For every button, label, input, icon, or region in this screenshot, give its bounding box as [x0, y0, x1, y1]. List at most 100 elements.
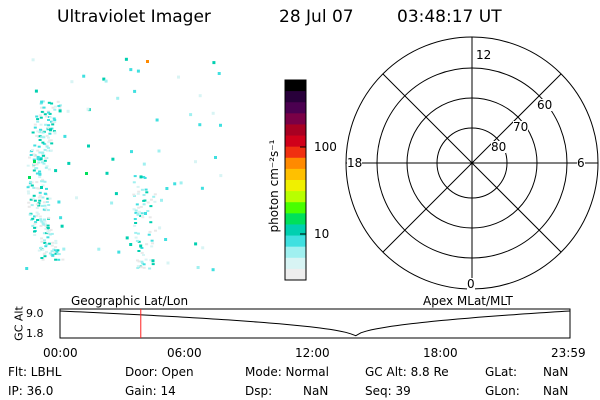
uv-pixel: [139, 214, 143, 217]
colorbar-cell: [285, 257, 306, 270]
uv-pixel: [135, 203, 139, 206]
uv-pixel: [47, 146, 50, 149]
uv-pixel: [39, 128, 42, 131]
uv-pixel: [52, 117, 56, 120]
uv-pixel: [41, 100, 45, 103]
uv-pixel: [43, 239, 46, 242]
colorbar-tick-label-10: 10: [314, 227, 330, 241]
ip-field: IP: 36.0: [8, 384, 54, 398]
colorbar-cell: [285, 246, 306, 259]
uv-pixel: [148, 267, 152, 270]
uv-pixel: [40, 136, 44, 139]
uv-pixel: [28, 156, 32, 159]
uv-pixel: [140, 212, 144, 215]
colorbar-cell: [285, 124, 306, 137]
uv-pixel: [166, 261, 170, 265]
mlt-label-0: 0: [467, 277, 475, 291]
uv-pixel: [136, 265, 140, 268]
uv-pixel: [45, 250, 48, 253]
uv-pixel: [33, 155, 37, 158]
date-label: 28 Jul 07: [279, 7, 354, 27]
timeline-x-tick-0600: 06:00: [167, 346, 202, 360]
uv-pixel: [137, 250, 141, 252]
mlt-label-18: 18: [347, 156, 363, 170]
colorbar-cell: [285, 268, 306, 281]
uv-pixel: [105, 171, 109, 175]
uv-pixel: [36, 120, 40, 123]
uv-pixel: [50, 232, 54, 235]
uv-pixel: [31, 217, 35, 220]
uv-pixel: [46, 224, 50, 227]
uv-pixel: [44, 166, 48, 169]
uv-pixel: [133, 89, 137, 93]
uv-pixel: [140, 188, 144, 191]
timeline-y-tick-bottom: 1.8: [26, 327, 44, 340]
uv-pixel: [29, 154, 33, 156]
uv-pixel: [53, 105, 57, 108]
uv-pixel-layer: [25, 57, 223, 272]
uv-pixel: [33, 160, 36, 163]
uv-pixel: [154, 229, 157, 232]
uv-pixel: [189, 113, 193, 117]
uv-pixel: [219, 123, 222, 127]
uv-pixel: [41, 184, 45, 187]
dsp-field-value: NaN: [303, 384, 329, 398]
uv-pixel: [153, 193, 157, 196]
uv-pixel: [43, 113, 47, 116]
uv-pixel: [39, 123, 43, 126]
uv-pixel: [47, 204, 51, 206]
uv-pixel: [33, 234, 37, 236]
uv-pixel: [25, 267, 29, 270]
uv-pixel: [47, 242, 51, 245]
uv-pixel: [47, 101, 51, 104]
uv-pixel: [32, 194, 36, 197]
uv-pixel: [44, 207, 48, 210]
uv-pixel: [47, 111, 51, 114]
uv-pixel: [179, 181, 183, 185]
colorbar-cell: [285, 102, 306, 114]
colorbar-cell: [285, 180, 306, 192]
uv-pixel: [146, 60, 149, 63]
uv-pixel: [66, 109, 70, 113]
uv-pixel: [37, 145, 41, 148]
uv-pixel: [47, 124, 51, 127]
uv-pixel: [140, 260, 144, 263]
uv-pixel: [56, 100, 60, 103]
uv-pixel: [54, 249, 57, 252]
polar-axis-diagonal-2: [382, 73, 562, 253]
uv-pixel: [27, 201, 31, 204]
uv-pixel: [57, 105, 61, 107]
uv-pixel: [54, 252, 58, 255]
uv-pixel: [46, 209, 50, 212]
uv-pixel: [43, 204, 47, 207]
uv-pixel: [30, 181, 34, 184]
uv-pixel: [67, 161, 71, 165]
uv-pixel: [40, 106, 43, 109]
uv-pixel: [59, 216, 63, 220]
uv-pixel: [33, 226, 37, 229]
uv-pixel: [47, 216, 51, 219]
uv-pixel: [36, 213, 40, 216]
timeline-left-label: Geographic Lat/Lon: [71, 294, 189, 308]
uv-pixel: [57, 200, 61, 204]
uv-pixel: [147, 233, 151, 236]
uv-pixel: [116, 96, 120, 100]
uv-pixel: [50, 244, 54, 247]
uv-pixel: [152, 195, 156, 198]
colorbar-tick-label-100: 100: [314, 140, 337, 154]
uv-pixel: [144, 188, 148, 191]
uv-pixel: [33, 215, 36, 218]
mlt-label-12: 12: [476, 48, 492, 62]
uv-pixel: [30, 184, 34, 187]
uv-pixel: [144, 212, 147, 215]
uv-pixel: [50, 250, 54, 253]
uv-pixel: [36, 118, 40, 121]
uv-pixel: [142, 176, 146, 178]
uv-pixel: [45, 145, 49, 148]
timeline-x-tick-1800: 18:00: [423, 346, 458, 360]
uv-pixel: [124, 57, 128, 61]
timeline-right-label: Apex MLat/MLT: [423, 294, 513, 308]
colorbar-cell: [285, 146, 306, 159]
